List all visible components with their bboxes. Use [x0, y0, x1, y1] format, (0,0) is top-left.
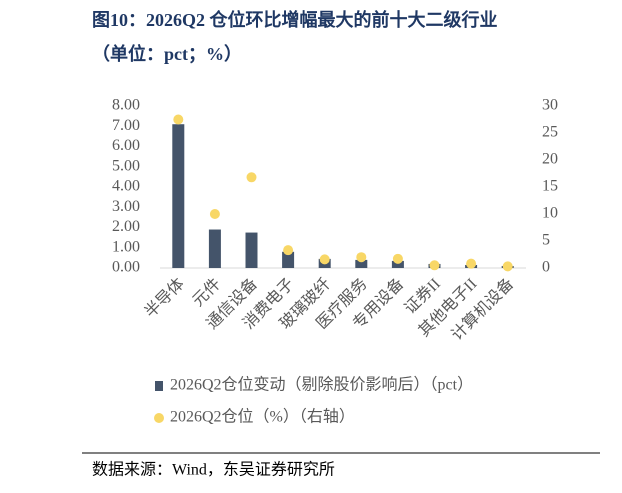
dot — [502, 261, 513, 272]
dot — [356, 252, 367, 263]
dot — [429, 260, 440, 271]
y2-tick-label: 10 — [542, 205, 558, 222]
y2-tick-label: 25 — [542, 124, 558, 141]
chart-subtitle: （单位：pct；%） — [92, 43, 242, 64]
y-tick-label: 7.00 — [112, 117, 140, 134]
source: 数据来源：Wind，东吴证券研究所 — [92, 461, 335, 479]
dot — [283, 245, 294, 256]
legend-label: 2026Q2仓位变动（剔除股价影响后）（pct） — [170, 376, 473, 394]
dot — [319, 254, 330, 265]
bar — [282, 251, 295, 268]
bar — [355, 259, 368, 268]
dot — [246, 172, 257, 183]
y-tick-label: 6.00 — [112, 137, 140, 154]
x-tick-label: 半导体 — [141, 275, 188, 322]
y2-tick-label: 15 — [542, 178, 558, 195]
dot — [466, 258, 477, 269]
y2-tick-label: 5 — [542, 232, 550, 249]
legend-swatch — [154, 413, 164, 423]
y-tick-label: 4.00 — [112, 178, 140, 195]
dot — [209, 209, 220, 219]
y-tick-label: 8.00 — [112, 97, 140, 114]
dot — [173, 114, 184, 125]
bar — [208, 229, 221, 268]
y-tick-label: 5.00 — [112, 157, 140, 174]
y-tick-label: 0.00 — [112, 259, 140, 276]
y-tick-label: 3.00 — [112, 198, 140, 215]
y2-tick-label: 30 — [542, 97, 558, 114]
legend-label: 2026Q2仓位（%）（右轴） — [170, 408, 355, 426]
bar — [391, 260, 404, 268]
bar — [245, 232, 258, 268]
y-tick-label: 2.00 — [112, 218, 140, 235]
y2-tick-label: 0 — [542, 259, 550, 276]
y2-tick-label: 20 — [542, 151, 558, 168]
chart-title: 图10：2026Q2 仓位环比增幅最大的前十大二级行业 — [92, 9, 498, 30]
bar — [172, 124, 185, 268]
y-tick-label: 1.00 — [112, 238, 140, 255]
dot — [392, 253, 403, 264]
legend-swatch — [155, 381, 163, 391]
